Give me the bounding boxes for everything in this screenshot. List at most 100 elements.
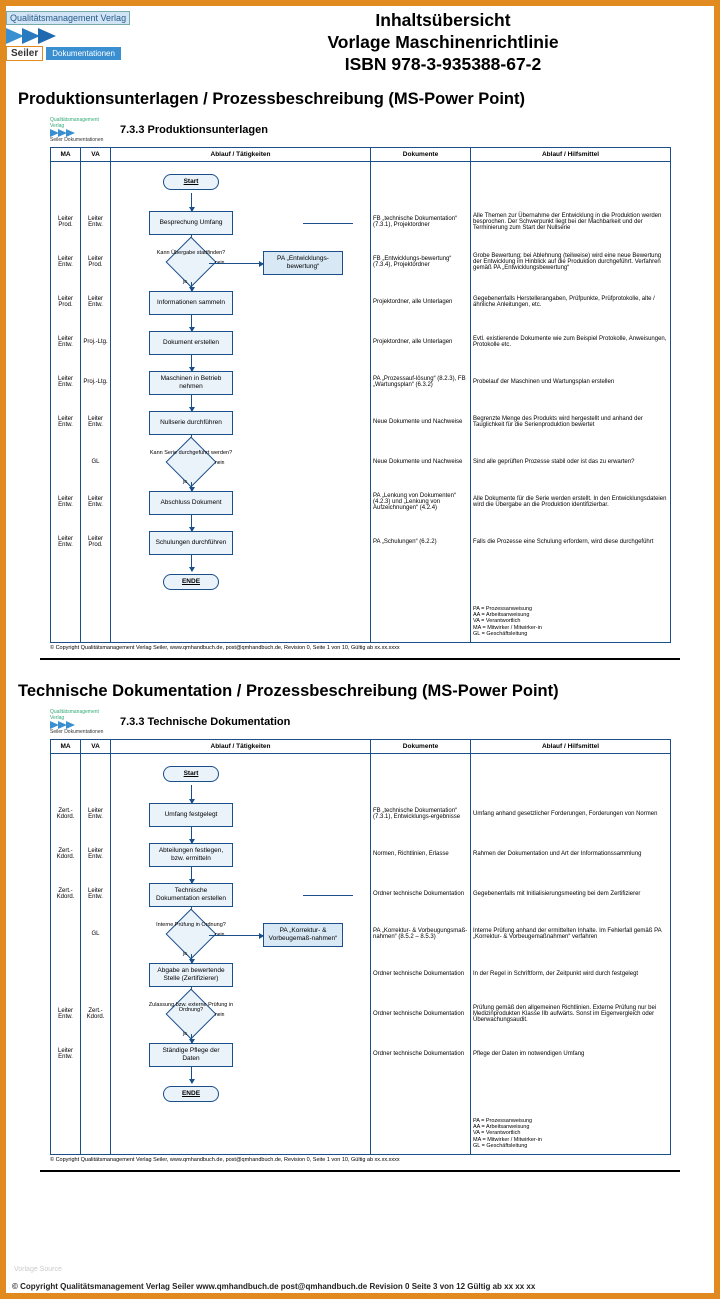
flow-row: Leiter Entw.Zert.-Kdord.Zulassung bzw. e…: [51, 994, 671, 1034]
logo-area: Qualitätsmanagement Verlag Seiler Dokume…: [6, 8, 176, 61]
flow-table-2: MA VA Ablauf / Tätigkeiten Dokumente Abl…: [50, 739, 671, 1155]
process-box: Abgabe an bewertende Stelle (Zertifizier…: [149, 963, 233, 987]
cell-doc: [371, 1074, 471, 1114]
cell-doc: [371, 562, 471, 602]
cell-help: Falls die Prozesse eine Schulung erforde…: [471, 522, 671, 562]
cell-flow: [111, 602, 371, 643]
cell-ma: Leiter Entw.: [51, 322, 81, 362]
cell-va: [81, 1114, 111, 1155]
diagram1: Qualitätsmanagement Verlag Seiler Dokume…: [50, 117, 670, 652]
header: Qualitätsmanagement Verlag Seiler Dokume…: [6, 6, 714, 76]
decision-label: Kann Serie durchgeführt werden?: [141, 451, 241, 457]
decision-diamond: [166, 236, 217, 287]
cell-doc: PA „Lenkung von Dokumenten“ (4.2.3) und …: [371, 482, 471, 522]
cell-flow: Maschinen in Betrieb nehmen: [111, 362, 371, 402]
cell-flow: Interne Prüfung in Ordnung?neinPA „Korre…: [111, 914, 371, 954]
cell-doc: Neue Dokumente und Nachweise: [371, 402, 471, 442]
end-terminator: ENDE: [163, 574, 219, 590]
flow-row: Leiter Prod.Leiter Entw.Informationen sa…: [51, 282, 671, 322]
diagram2-copyright: © Copyright Qualitätsmanagement Verlag S…: [50, 1155, 670, 1164]
title-block: Inhaltsübersicht Vorlage Maschinenrichtl…: [176, 8, 710, 76]
brand-label: Seiler: [6, 46, 43, 61]
cell-flow: Kann Serie durchgeführt werden?neinja: [111, 442, 371, 482]
cell-flow: Nullserie durchführen: [111, 402, 371, 442]
cell-help: Begrenzte Menge des Produkts wird herges…: [471, 402, 671, 442]
cell-flow: Zulassung bzw. externe Prüfung in Ordnun…: [111, 994, 371, 1034]
cell-doc: Ordner technische Dokumentation: [371, 874, 471, 914]
cell-flow: Besprechung Umfang: [111, 202, 371, 242]
col-ma: MA: [51, 739, 81, 753]
col-help: Ablauf / Hilfsmittel: [471, 739, 671, 753]
cell-va: Leiter Entw.: [81, 874, 111, 914]
branch-label-no: nein: [215, 1012, 224, 1018]
brand-tag: Dokumentationen: [46, 47, 121, 60]
cell-va: Leiter Entw.: [81, 402, 111, 442]
cell-flow: Ständige Pflege der Daten: [111, 1034, 371, 1074]
cell-help: Alle Dokumente für die Serie werden erst…: [471, 482, 671, 522]
cell-va: [81, 753, 111, 794]
cell-va: Leiter Entw.: [81, 202, 111, 242]
cell-help: Gegebenenfalls Herstellerangaben, Prüfpu…: [471, 282, 671, 322]
cell-flow: Dokument erstellen: [111, 322, 371, 362]
flow-row: ENDE: [51, 1074, 671, 1114]
flow-row: ENDE: [51, 562, 671, 602]
cell-help: Interne Prüfung anhand der ermittelten I…: [471, 914, 671, 954]
diagram2-title: 7.3.3 Technische Dokumentation: [120, 716, 290, 728]
cell-flow: Abteilungen festlegen, bzw. ermitteln: [111, 834, 371, 874]
cell-help: Pflege der Daten im notwendigen Umfang: [471, 1034, 671, 1074]
flow-row: Leiter Entw.Proj.-Ltg.Maschinen in Betri…: [51, 362, 671, 402]
mini-tag: Dokumentationen: [64, 137, 103, 143]
cell-ma: [51, 954, 81, 994]
page: Qualitätsmanagement Verlag Seiler Dokume…: [0, 0, 720, 1299]
cell-ma: Leiter Entw.: [51, 994, 81, 1034]
title-line2: Vorlage Maschinenrichtlinie: [176, 32, 710, 54]
cell-va: [81, 1034, 111, 1074]
cell-help: PA = ProzessanweisungAA = Arbeitsanweisu…: [471, 602, 671, 643]
flow-row: Zert.-Kdord.Leiter Entw.Umfang festgeleg…: [51, 794, 671, 834]
flow-row: Start: [51, 161, 671, 202]
subprocess-box: PA „Entwicklungs-bewertung“: [263, 251, 343, 275]
cell-doc: FB „Entwicklungs-bewertung“ (7.3.4), Pro…: [371, 242, 471, 282]
cell-flow: Abgabe an bewertende Stelle (Zertifizier…: [111, 954, 371, 994]
cell-help: Gegebenenfalls mit Initialisierungsmeeti…: [471, 874, 671, 914]
cell-flow: Technische Dokumentation erstellen: [111, 874, 371, 914]
decision-diamond: [166, 908, 217, 959]
cell-help: Prüfung gemäß den allgemeinen Richtlinie…: [471, 994, 671, 1034]
cell-help: Umfang anhand gesetzlicher Forderungen, …: [471, 794, 671, 834]
flow-row: Abgabe an bewertende Stelle (Zertifizier…: [51, 954, 671, 994]
cell-help: Sind alle geprüften Prozesse stabil oder…: [471, 442, 671, 482]
cell-ma: [51, 1074, 81, 1114]
flow-table-1: MA VA Ablauf / Tätigkeiten Dokumente Abl…: [50, 147, 671, 643]
page-footer: © Copyright Qualitätsmanagement Verlag S…: [12, 1282, 708, 1291]
cell-va: Proj.-Ltg.: [81, 362, 111, 402]
cell-flow: Start: [111, 753, 371, 794]
diagram2: Qualitätsmanagement Verlag Seiler Dokume…: [50, 709, 670, 1164]
mini-tag: Dokumentationen: [64, 729, 103, 735]
flow-row: Leiter Entw.Leiter Entw.Abschluss Dokume…: [51, 482, 671, 522]
cell-doc: Ordner technische Dokumentation: [371, 1034, 471, 1074]
col-flow: Ablauf / Tätigkeiten: [111, 739, 371, 753]
flow-row: PA = ProzessanweisungAA = Arbeitsanweisu…: [51, 1114, 671, 1155]
end-terminator: ENDE: [163, 1086, 219, 1102]
cell-doc: Normen, Richtlinien, Erlasse: [371, 834, 471, 874]
cell-help: Rahmen der Dokumentation und Art der Inf…: [471, 834, 671, 874]
legend-text: PA = ProzessanweisungAA = Arbeitsanweisu…: [473, 606, 668, 638]
diagram2-header: Qualitätsmanagement Verlag Seiler Dokume…: [50, 709, 670, 735]
cell-help: [471, 562, 671, 602]
cell-va: Leiter Entw.: [81, 482, 111, 522]
col-va: VA: [81, 739, 111, 753]
cell-doc: [371, 602, 471, 643]
mini-brand: Seiler: [50, 137, 63, 143]
mini-logo: Qualitätsmanagement Verlag Seiler Dokume…: [50, 117, 110, 143]
cell-ma: Leiter Prod.: [51, 282, 81, 322]
cell-ma: Zert.-Kdord.: [51, 874, 81, 914]
subprocess-box: PA „Korrektur- & Vorbeugemaß-nahmen“: [263, 923, 343, 947]
cell-doc: [371, 1114, 471, 1155]
cell-va: [81, 1074, 111, 1114]
cell-doc: Projektordner, alle Unterlagen: [371, 322, 471, 362]
cell-doc: FB „technische Dokumentation“ (7.3.1), E…: [371, 794, 471, 834]
cell-ma: Leiter Entw.: [51, 1034, 81, 1074]
process-box: Maschinen in Betrieb nehmen: [149, 371, 233, 395]
cell-ma: Leiter Entw.: [51, 242, 81, 282]
flow-row: Leiter Entw. Ständige Pflege der DatenOrd…: [51, 1034, 671, 1074]
